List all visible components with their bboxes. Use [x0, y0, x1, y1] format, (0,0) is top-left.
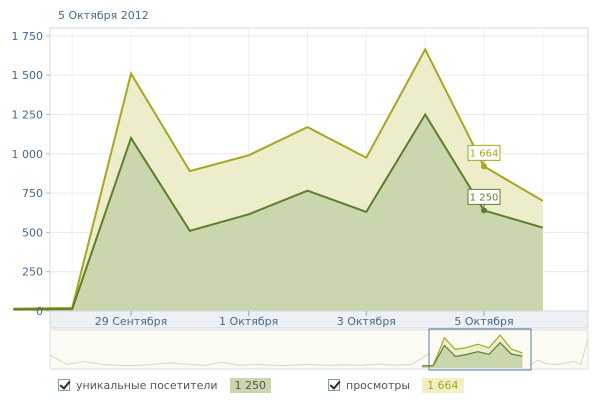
x-tick-label: 1 Октября — [219, 315, 278, 328]
y-tick-label: 1 250 — [12, 108, 44, 121]
y-tick-label: 1 000 — [12, 148, 44, 161]
x-axis-band — [49, 310, 589, 329]
axes: 0 250 500 750 1 000 1 250 1 500 1 750 29 Сентябр… — [12, 30, 589, 329]
highlight-point-1 — [481, 207, 487, 214]
y-tick-label: 250 — [22, 266, 43, 279]
x-tick-label: 29 Сентября — [95, 315, 168, 328]
navigator-tail-line — [530, 337, 589, 366]
chart-title: 5 Октября 2012 — [58, 9, 149, 22]
navigator-line-0 — [421, 334, 523, 367]
series-line-0 — [13, 47, 544, 310]
y-tick-label: 750 — [22, 187, 43, 200]
series-area-1 — [13, 114, 543, 311]
x-tick-label: 3 Октября — [337, 315, 396, 328]
checkbox-unique[interactable] — [58, 379, 70, 391]
legend-value-unique: 1 250 — [229, 377, 272, 393]
legend-value-views: 1 664 — [422, 377, 464, 393]
series-lines — [13, 47, 544, 311]
legend-label-views: просмотры — [346, 378, 411, 392]
x-tick-label: 5 Октября — [454, 315, 513, 328]
y-tick-label: 500 — [22, 226, 43, 239]
y-tick-label: 1 500 — [12, 69, 44, 82]
series-areas — [13, 49, 543, 312]
highlight-markers[interactable]: 1 664 1 250 — [467, 144, 501, 214]
series-line-1 — [13, 112, 544, 311]
callout-label-0: 1 664 — [470, 148, 499, 159]
highlight-point-0 — [481, 163, 487, 170]
y-tick-label: 0 — [36, 305, 43, 318]
callout-box-0 — [467, 144, 501, 161]
legend-label-unique: уникальные посетители — [76, 378, 218, 392]
legend-item-unique[interactable]: уникальные посетители 1 250 — [58, 376, 272, 394]
callout-label-1: 1 250 — [470, 192, 499, 203]
navigator-line-1 — [422, 341, 523, 367]
navigator[interactable] — [49, 328, 589, 371]
legend-item-views[interactable]: просмотры 1 664 — [328, 376, 464, 394]
navigator-window[interactable] — [428, 328, 532, 371]
callout-box-1 — [467, 188, 501, 205]
y-tick-label: 1 750 — [12, 30, 44, 43]
navigator-history-line — [49, 353, 430, 366]
checkbox-views[interactable] — [328, 379, 340, 391]
